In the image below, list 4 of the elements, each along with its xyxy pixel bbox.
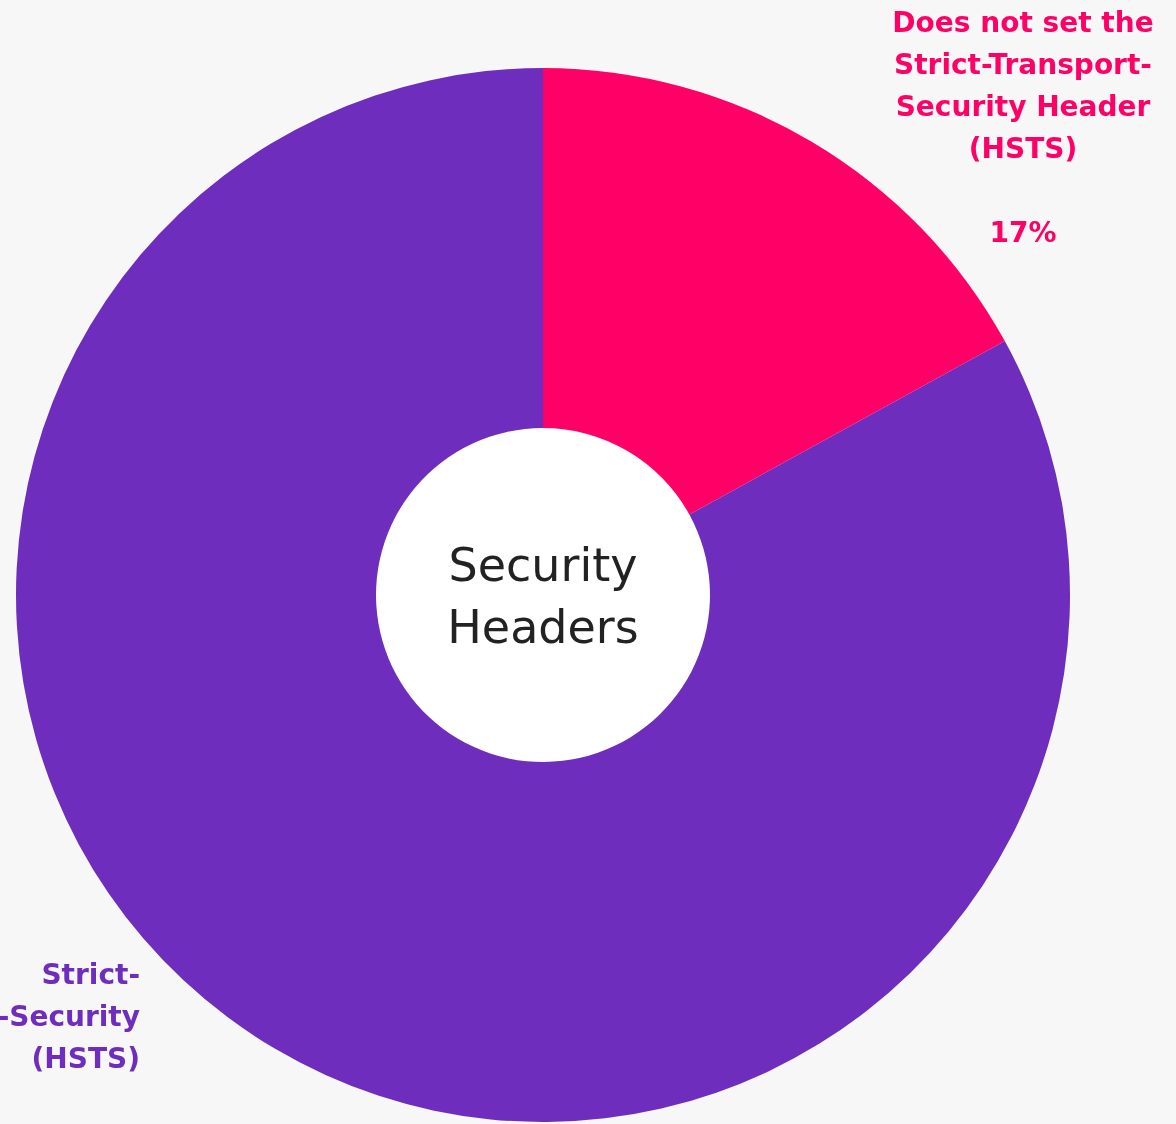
- text: Security Headers: [447, 538, 639, 654]
- data-label: 17%: [989, 216, 1057, 249]
- slice-label: Strict- -Security (HSTS): [0, 958, 140, 1075]
- slice-label: Does not set the Strict-Transport- Security Header (HSTS): [892, 6, 1154, 165]
